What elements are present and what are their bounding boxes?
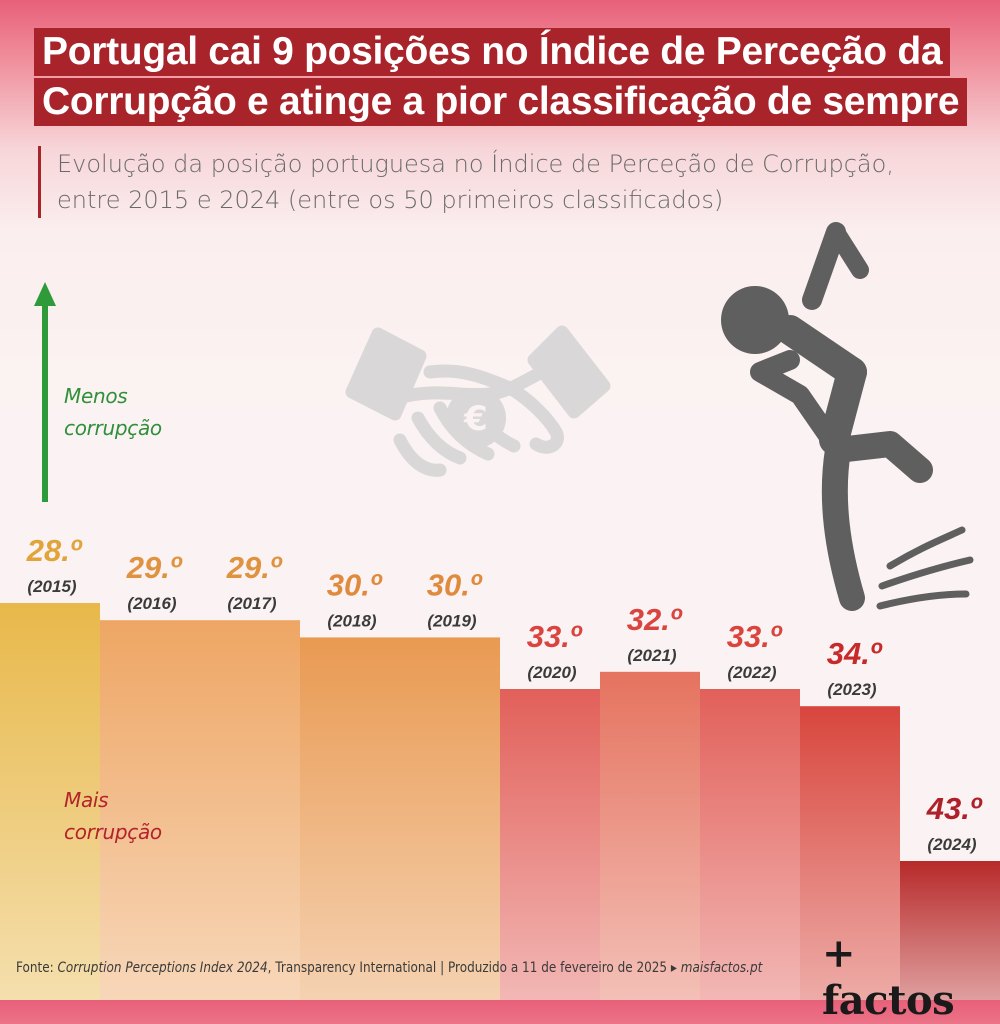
subtitle-line-2: entre 2015 e 2024 (entre os 50 primeiros…	[57, 186, 724, 214]
subtitle-line-1: Evolução da posição portuguesa no Índice…	[57, 150, 894, 178]
bar-shade-2021	[600, 671, 700, 1000]
year-label-2023: (2023)	[827, 680, 876, 699]
value-label-2017: 29.º	[226, 550, 283, 585]
source-title: Corruption Perceptions Index 2024	[57, 960, 268, 976]
value-label-2022: 33.º	[727, 619, 783, 654]
year-label-2020: (2020)	[527, 663, 576, 682]
bar-shade-2017	[200, 620, 300, 1000]
year-label-2016: (2016)	[127, 594, 176, 613]
title-block: Portugal cai 9 posições no Índice de Per…	[34, 28, 968, 128]
year-label-2015: (2015)	[27, 577, 76, 596]
chart-subtitle: Evolução da posição portuguesa no Índice…	[38, 146, 957, 218]
svg-text:€: €	[463, 399, 488, 439]
handshake-euro-icon: €	[345, 325, 611, 477]
year-label-2024: (2024)	[927, 835, 976, 854]
year-label-2019: (2019)	[427, 611, 476, 630]
value-label-2016: 29.º	[126, 550, 183, 585]
value-label-2024: 43.º	[926, 791, 983, 826]
brand-logo: + factos	[822, 930, 955, 1024]
less-corruption-label: Menos corrupção	[64, 380, 162, 444]
less-corruption-line-2: corrupção	[64, 416, 162, 440]
bar-shade-2024	[900, 861, 1000, 1000]
value-label-2020: 33.º	[527, 619, 583, 654]
value-label-2015: 28.º	[26, 533, 83, 568]
year-label-2018: (2018)	[327, 611, 376, 630]
source-prefix: Fonte:	[16, 960, 58, 976]
year-label-2021: (2021)	[627, 646, 676, 665]
bars-layer	[0, 603, 1000, 1000]
year-label-2022: (2022)	[727, 663, 776, 682]
chart-title-line-1: Portugal cai 9 posições no Índice de Per…	[34, 28, 951, 76]
value-label-2018: 30.º	[327, 567, 383, 602]
site-link[interactable]: maisfactos.pt	[680, 960, 763, 976]
less-corruption-line-1: Menos	[64, 384, 128, 408]
more-corruption-line-2: corrupção	[64, 820, 162, 844]
labels-layer: 28.º (2015) 29.º (2016) 29.º (2017) 30.º (2018)…	[26, 533, 983, 854]
source-footer: Fonte: Corruption Perceptions Index 2024…	[16, 960, 762, 976]
year-label-2017: (2017)	[227, 594, 276, 613]
bar-shade-2018	[300, 637, 400, 1000]
bar-shade-2015	[0, 603, 100, 1000]
falling-person-icon	[721, 222, 974, 611]
bar-shade-2022	[700, 689, 800, 1000]
bar-shade-2020	[500, 689, 600, 1000]
value-label-2023: 34.º	[827, 636, 883, 671]
chart-svg: € 28.º (2015) 29.º (2016) 29.º (2017) 30.º (201…	[0, 222, 1000, 1000]
value-label-2021: 32.º	[627, 602, 683, 637]
chart-title-line-2: Corrupção e atinge a pior classificação …	[34, 78, 968, 126]
bar-shade-2023	[800, 706, 900, 1000]
more-corruption-line-1: Mais	[64, 788, 109, 812]
arrow-up-icon	[34, 282, 56, 502]
more-corruption-label: Mais corrupção	[64, 784, 162, 848]
source-rest: , Transparency International | Produzido…	[267, 960, 681, 976]
value-label-2019: 30.º	[427, 567, 483, 602]
bar-shade-2019	[400, 637, 500, 1000]
bar-shade-2016	[100, 620, 200, 1000]
